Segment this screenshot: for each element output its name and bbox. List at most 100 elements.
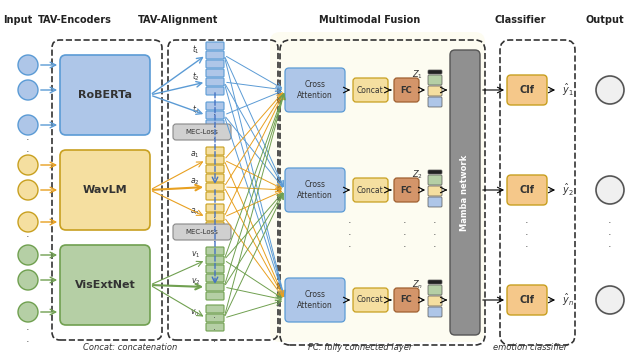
Text: $Z_n$: $Z_n$ xyxy=(412,279,423,291)
Text: ·
·
·: · · · xyxy=(26,314,30,347)
Text: $t_1$: $t_1$ xyxy=(192,44,200,56)
Text: RoBERTa: RoBERTa xyxy=(78,90,132,100)
Text: ·
·
·: · · · xyxy=(26,123,30,157)
FancyBboxPatch shape xyxy=(507,75,547,105)
Text: emotion classifier: emotion classifier xyxy=(493,343,567,352)
Circle shape xyxy=(18,155,38,175)
Text: Mamba network: Mamba network xyxy=(461,155,470,231)
FancyBboxPatch shape xyxy=(206,183,224,191)
FancyBboxPatch shape xyxy=(206,111,224,119)
FancyBboxPatch shape xyxy=(60,150,150,230)
FancyBboxPatch shape xyxy=(428,75,442,85)
FancyBboxPatch shape xyxy=(206,87,224,95)
Text: ·
·
·: · · · xyxy=(403,219,407,252)
FancyBboxPatch shape xyxy=(428,296,442,306)
Text: $t_n$: $t_n$ xyxy=(192,104,200,116)
FancyBboxPatch shape xyxy=(206,51,224,59)
Text: $a_2$: $a_2$ xyxy=(191,177,200,187)
Text: ·
·
·: · · · xyxy=(433,219,437,252)
Circle shape xyxy=(18,115,38,135)
FancyBboxPatch shape xyxy=(206,305,224,313)
Text: Classifier: Classifier xyxy=(494,15,546,25)
Text: Clf: Clf xyxy=(520,85,534,95)
Text: Multimodal Fusion: Multimodal Fusion xyxy=(319,15,420,25)
Text: $T_n$: $T_n$ xyxy=(23,119,33,131)
Text: FC: fully connected layer: FC: fully connected layer xyxy=(308,343,412,352)
FancyBboxPatch shape xyxy=(206,292,224,300)
FancyBboxPatch shape xyxy=(60,55,150,135)
Text: $T_2$: $T_2$ xyxy=(23,84,33,96)
Text: Cross
Attention: Cross Attention xyxy=(297,180,333,200)
Circle shape xyxy=(18,180,38,200)
FancyBboxPatch shape xyxy=(428,175,442,185)
FancyBboxPatch shape xyxy=(206,147,224,155)
FancyBboxPatch shape xyxy=(206,60,224,68)
FancyBboxPatch shape xyxy=(428,170,442,174)
Text: $T_1$: $T_1$ xyxy=(23,59,33,71)
Text: $v_1$: $v_1$ xyxy=(191,250,200,260)
Text: $A_n$: $A_n$ xyxy=(22,216,33,228)
Circle shape xyxy=(596,176,624,204)
Text: $\hat{y}_1$: $\hat{y}_1$ xyxy=(562,82,574,98)
FancyBboxPatch shape xyxy=(206,69,224,77)
Text: $\hat{y}_2$: $\hat{y}_2$ xyxy=(562,182,574,198)
FancyBboxPatch shape xyxy=(428,97,442,107)
Text: $t_2$: $t_2$ xyxy=(192,71,200,83)
FancyBboxPatch shape xyxy=(206,192,224,200)
FancyBboxPatch shape xyxy=(206,256,224,264)
FancyBboxPatch shape xyxy=(507,175,547,205)
Text: ·
·
·: · · · xyxy=(348,219,352,252)
FancyBboxPatch shape xyxy=(60,245,150,325)
Text: Concat: Concat xyxy=(356,296,383,305)
FancyBboxPatch shape xyxy=(394,288,419,312)
Text: FC: FC xyxy=(400,86,412,95)
FancyBboxPatch shape xyxy=(428,280,442,284)
Text: $V_2$: $V_2$ xyxy=(23,274,33,286)
Text: MEC-Loss: MEC-Loss xyxy=(186,129,218,135)
Text: Input: Input xyxy=(3,15,33,25)
Text: ·
·
·: · · · xyxy=(608,219,612,252)
Text: $v_2$: $v_2$ xyxy=(191,277,200,287)
Text: ·
·
·: · · · xyxy=(26,220,30,253)
FancyBboxPatch shape xyxy=(428,197,442,207)
Text: Concat: Concat xyxy=(356,86,383,95)
FancyBboxPatch shape xyxy=(353,78,388,102)
Text: ·
·
·: · · · xyxy=(525,219,529,252)
FancyBboxPatch shape xyxy=(206,42,224,50)
FancyBboxPatch shape xyxy=(206,165,224,173)
FancyBboxPatch shape xyxy=(206,265,224,273)
Text: FC: FC xyxy=(400,185,412,194)
Text: TAV-Encoders: TAV-Encoders xyxy=(38,15,112,25)
Circle shape xyxy=(18,80,38,100)
Text: ·
·
·: · · · xyxy=(214,213,216,247)
FancyBboxPatch shape xyxy=(285,278,345,322)
FancyBboxPatch shape xyxy=(270,32,485,342)
FancyBboxPatch shape xyxy=(394,178,419,202)
Text: $Z_2$: $Z_2$ xyxy=(412,169,423,181)
Text: ·
·
·: · · · xyxy=(214,314,216,347)
Text: Cross
Attention: Cross Attention xyxy=(297,80,333,100)
Text: $Z_1$: $Z_1$ xyxy=(412,69,423,81)
Text: $V_n$: $V_n$ xyxy=(23,306,33,318)
Text: VisExtNet: VisExtNet xyxy=(75,280,136,290)
FancyBboxPatch shape xyxy=(206,78,224,86)
FancyBboxPatch shape xyxy=(206,274,224,282)
Text: ·
·
·: · · · xyxy=(214,111,216,144)
FancyBboxPatch shape xyxy=(285,68,345,112)
Text: Concat: Concat xyxy=(356,185,383,194)
FancyBboxPatch shape xyxy=(507,285,547,315)
FancyBboxPatch shape xyxy=(206,120,224,128)
FancyBboxPatch shape xyxy=(285,168,345,212)
Circle shape xyxy=(596,286,624,314)
Circle shape xyxy=(596,76,624,104)
Circle shape xyxy=(18,270,38,290)
FancyBboxPatch shape xyxy=(428,186,442,196)
Text: Clf: Clf xyxy=(520,295,534,305)
FancyBboxPatch shape xyxy=(173,224,231,240)
Circle shape xyxy=(18,302,38,322)
Text: WavLM: WavLM xyxy=(83,185,127,195)
Text: $a_n$: $a_n$ xyxy=(190,207,200,217)
Circle shape xyxy=(18,55,38,75)
Text: $a_1$: $a_1$ xyxy=(191,150,200,160)
FancyBboxPatch shape xyxy=(206,283,224,291)
